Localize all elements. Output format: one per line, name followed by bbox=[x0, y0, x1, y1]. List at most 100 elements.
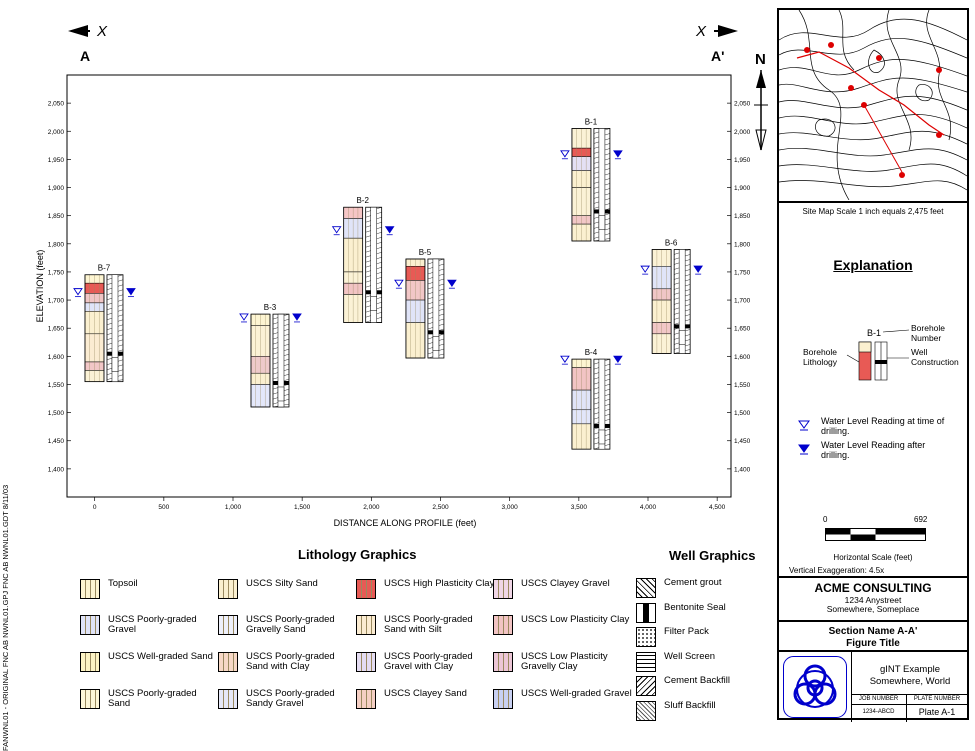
lithology-legend-item-label: USCS Poorly-graded Sandy Gravel bbox=[246, 689, 358, 709]
lithology-legend-item: USCS Poorly-graded Gravel with Clay bbox=[356, 652, 496, 672]
water-level-drilling-icon bbox=[240, 314, 248, 322]
lithology-legend-item-swatch bbox=[356, 652, 376, 672]
y-tick-label: 1,600 bbox=[48, 354, 65, 361]
section-name: Section Name A-A' bbox=[779, 626, 967, 637]
lithology-legend-item-label: USCS Poorly-graded Sand bbox=[108, 689, 220, 709]
lithology-legend-item-swatch bbox=[493, 652, 513, 672]
lithology-legend-item-swatch bbox=[80, 689, 100, 709]
y-tick-label: 2,050 bbox=[48, 101, 65, 108]
vertical-exaggeration: Vertical Exaggeration: 4.5x bbox=[789, 566, 884, 575]
lithology-legend-item-swatch bbox=[218, 689, 238, 709]
well-legend-item-swatch bbox=[636, 578, 656, 598]
y-tick-label: 1,950 bbox=[48, 157, 65, 164]
lithology-legend-item-label: USCS Clayey Gravel bbox=[521, 579, 633, 589]
lithology-legend-item: USCS Clayey Gravel bbox=[493, 579, 633, 599]
borehole-label: B-6 bbox=[665, 238, 678, 247]
borehole-label: B-4 bbox=[585, 348, 598, 357]
lithology-legend-item-label: USCS Silty Sand bbox=[246, 579, 358, 589]
well-screen bbox=[278, 387, 284, 401]
job-number-label: JOB NUMBER bbox=[851, 696, 906, 702]
well-screen bbox=[679, 330, 685, 344]
y-tick-label: 2,000 bbox=[48, 129, 65, 136]
well-screen bbox=[599, 215, 605, 229]
water-level-after-label: Water Level Reading after drilling. bbox=[821, 440, 951, 460]
y-axis-label: ELEVATION (feet) bbox=[35, 250, 45, 323]
horizontal-scale-label: Horizontal Scale (feet) bbox=[779, 553, 967, 562]
y-tick-label-right: 1,550 bbox=[734, 382, 751, 389]
scale-max: 692 bbox=[914, 515, 927, 524]
x-tick-label: 500 bbox=[158, 504, 169, 511]
lithology-legend-item-swatch bbox=[80, 579, 100, 599]
x-tick-label: 0 bbox=[93, 504, 97, 511]
lithology-legend-item-swatch bbox=[218, 652, 238, 672]
company-name: ACME CONSULTING bbox=[779, 581, 967, 595]
well-legend-item: Cement Backfill bbox=[636, 676, 776, 696]
well-construction-label: Well Construction bbox=[911, 347, 969, 367]
well-legend-item-label: Bentonite Seal bbox=[664, 603, 776, 613]
example-line-1: gINT Example bbox=[853, 664, 967, 675]
borehole-label: B-5 bbox=[419, 248, 432, 257]
lithology-legend-item-swatch bbox=[356, 615, 376, 635]
water-level-after-icon bbox=[694, 266, 702, 274]
example-line-2: Somewhere, World bbox=[853, 676, 967, 687]
water-level-after-icon bbox=[127, 289, 135, 297]
borehole-number-label: Borehole Number bbox=[911, 323, 961, 343]
borehole-label: B-7 bbox=[98, 264, 111, 273]
well-legend-item-label: Cement Backfill bbox=[664, 676, 776, 686]
x-tick-label: 4,000 bbox=[640, 504, 657, 511]
water-level-drilling-icon bbox=[798, 419, 810, 431]
y-tick-label: 1,750 bbox=[48, 269, 65, 276]
plate-number: Plate A-1 bbox=[907, 707, 967, 717]
x-tick-label: 2,500 bbox=[432, 504, 449, 511]
water-level-after-icon bbox=[386, 227, 394, 235]
well-legend-title: Well Graphics bbox=[669, 548, 755, 563]
borehole-b-4: B-4 bbox=[561, 348, 622, 449]
y-tick-label: 1,500 bbox=[48, 410, 65, 417]
well-legend-item-label: Filter Pack bbox=[664, 627, 776, 637]
y-tick-label-right: 2,000 bbox=[734, 129, 751, 136]
well-screen bbox=[371, 296, 377, 310]
y-tick-label: 1,900 bbox=[48, 185, 65, 192]
lithology-legend-item-label: USCS High Plasticity Clay bbox=[384, 579, 496, 589]
y-axis-left: 1,4001,4501,5001,5501,6001,6501,7001,750… bbox=[48, 101, 71, 474]
lithology-legend-item-label: Topsoil bbox=[108, 579, 220, 589]
water-level-after-icon bbox=[293, 314, 301, 322]
lithology-legend-item-label: USCS Well-graded Gravel bbox=[521, 689, 633, 699]
well-screen bbox=[599, 430, 605, 444]
lithology-legend-item-label: USCS Low Plasticity Clay bbox=[521, 615, 633, 625]
lithology-legend-item-label: USCS Low Plasticity Gravelly Clay bbox=[521, 652, 633, 672]
borehole-b-5: B-5 bbox=[395, 248, 456, 358]
lithology-legend-item: USCS Well-graded Sand bbox=[80, 652, 220, 672]
borehole-lithology-label: Borehole Lithology bbox=[803, 347, 849, 367]
water-level-drilling-icon bbox=[641, 266, 649, 274]
lithology-legend-item: USCS Poorly-graded Sand with Clay bbox=[218, 652, 358, 672]
svg-text:B-1: B-1 bbox=[867, 328, 881, 338]
lithology-legend-item: USCS Poorly-graded Gravelly Sand bbox=[218, 615, 358, 635]
water-level-drilling-label: Water Level Reading at time of drilling. bbox=[821, 416, 951, 436]
well-legend-item-label: Cement grout bbox=[664, 578, 776, 588]
borehole-label: B-1 bbox=[585, 117, 598, 126]
explanation-title: Explanation bbox=[779, 257, 967, 273]
water-level-after-icon bbox=[614, 356, 622, 364]
water-level-after-icon bbox=[798, 443, 810, 455]
borehole-b-2: B-2 bbox=[333, 196, 394, 322]
borehole-b-1: B-1 bbox=[561, 117, 622, 241]
well-legend-item-label: Well Screen bbox=[664, 652, 776, 662]
lithology-legend-item-swatch bbox=[218, 615, 238, 635]
water-level-after-icon bbox=[448, 280, 456, 288]
water-level-drilling-icon bbox=[333, 227, 341, 235]
lithology-legend-item: USCS Low Plasticity Clay bbox=[493, 615, 633, 635]
section-mark-right: X bbox=[695, 23, 707, 40]
y-tick-label-right: 1,750 bbox=[734, 269, 751, 276]
plate-number-label: PLATE NUMBER bbox=[907, 696, 967, 702]
water-level-drilling-icon bbox=[561, 151, 569, 159]
y-tick-label-right: 1,650 bbox=[734, 326, 751, 333]
north-arrow-icon: N bbox=[754, 51, 768, 150]
well-legend-item-swatch bbox=[636, 676, 656, 696]
map-scale-text: Site Map Scale 1 inch equals 2,475 feet bbox=[779, 207, 967, 216]
logo-biohazard-icon bbox=[783, 656, 847, 718]
lithology-legend-item-swatch bbox=[356, 689, 376, 709]
lithology-legend-item-swatch bbox=[493, 615, 513, 635]
lithology-legend-item-label: USCS Clayey Sand bbox=[384, 689, 496, 699]
